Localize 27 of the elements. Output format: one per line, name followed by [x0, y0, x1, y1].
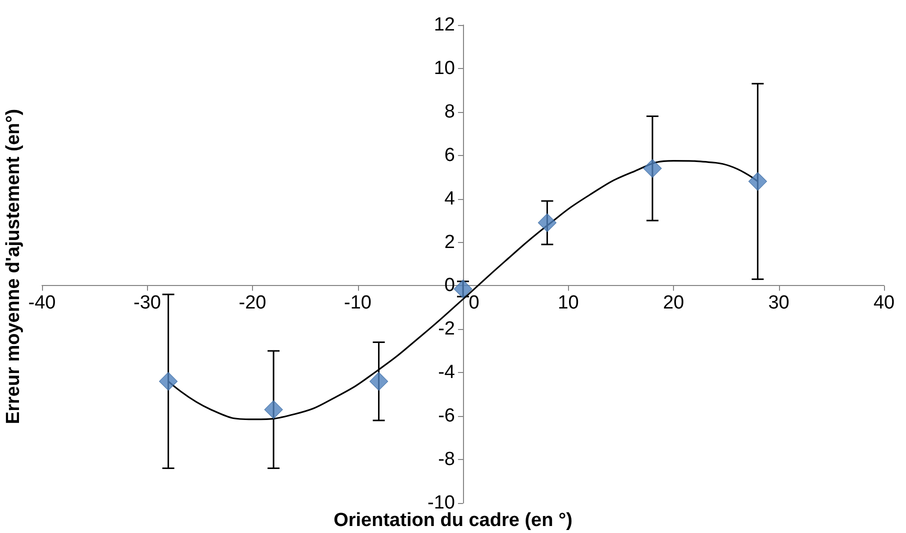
x-tick-label: 10: [558, 292, 579, 314]
y-tick-label: -8: [438, 449, 455, 470]
y-tick-label: 4: [444, 188, 456, 210]
point: [748, 172, 767, 191]
y-tick-label: 8: [444, 101, 455, 122]
y-tick-label: 2: [444, 232, 455, 253]
x-tick-label: 40: [873, 292, 895, 314]
y-tick-label: 6: [444, 144, 455, 166]
y-tick-label: -4: [438, 362, 456, 384]
x-tick-label: -30: [134, 292, 161, 314]
point: [159, 372, 178, 391]
y-tick-label: 0: [444, 275, 455, 296]
x-tick-label: 20: [662, 292, 684, 314]
y-tick-label: 10: [434, 58, 455, 79]
y-tick-label: -2: [438, 318, 455, 340]
x-tick-label: -40: [28, 292, 56, 314]
point: [264, 400, 283, 419]
point: [643, 159, 662, 178]
y-tick-label: 12: [434, 14, 455, 36]
x-tick-label: -10: [344, 292, 372, 314]
x-tick-label: -20: [238, 292, 266, 314]
y-axis-title: Erreur moyenne d'ajustement (en°): [3, 108, 24, 424]
y-tick-label: -6: [438, 406, 455, 427]
point: [370, 372, 388, 391]
x-tick-label: 0: [468, 292, 480, 314]
point: [538, 213, 556, 232]
x-tick-label: 30: [768, 292, 790, 314]
